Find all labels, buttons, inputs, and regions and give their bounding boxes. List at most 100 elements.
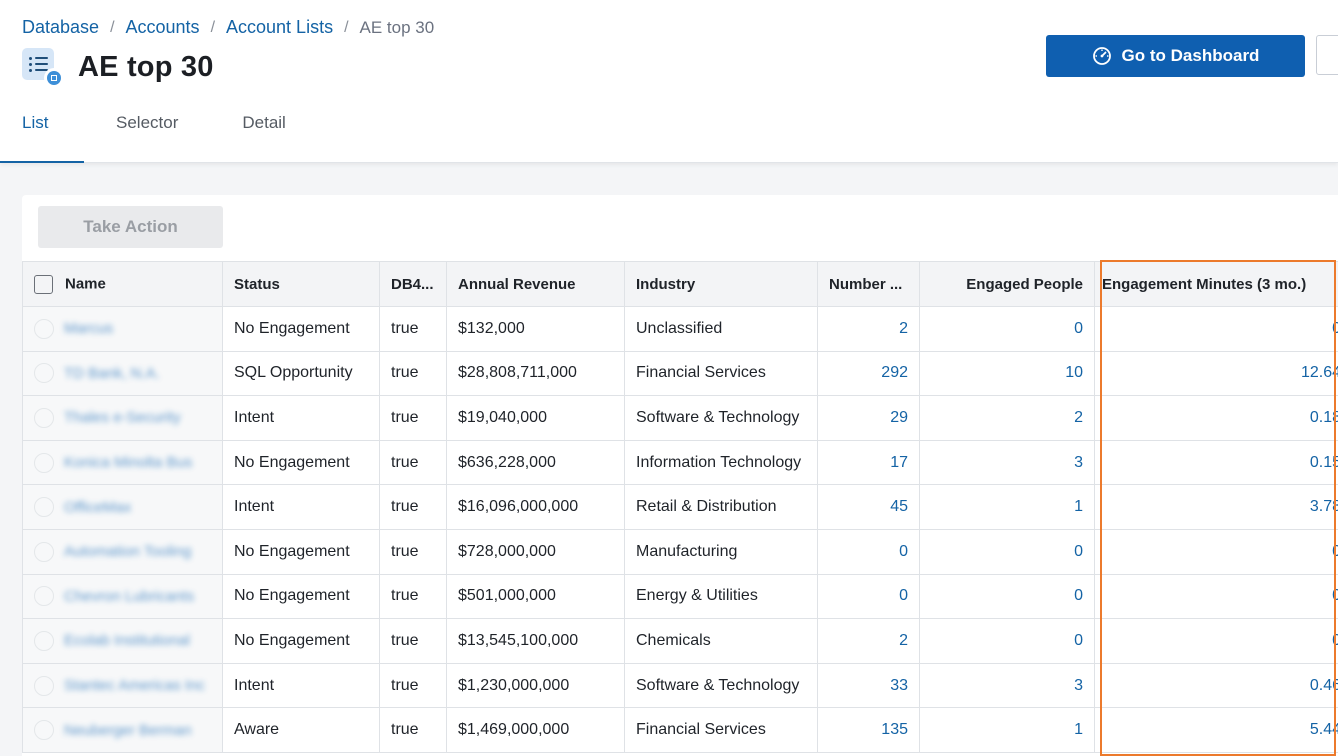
account-name-link[interactable]: Stantec Americas Inc bbox=[64, 677, 205, 695]
cell-engagement-minutes-link[interactable]: 12.64 bbox=[1094, 350, 1338, 397]
cell-engaged-people-link[interactable]: 0 bbox=[919, 618, 1095, 664]
select-all-checkbox[interactable] bbox=[34, 274, 53, 294]
row-checkbox[interactable] bbox=[34, 630, 54, 651]
row-checkbox[interactable] bbox=[34, 452, 54, 473]
cell-db4: true bbox=[379, 306, 447, 352]
table-row[interactable]: Automation Tooling No Engagement true $728,… bbox=[22, 528, 1338, 575]
column-header-industry[interactable]: Industry bbox=[624, 261, 818, 307]
cell-status: No Engagement bbox=[222, 573, 380, 620]
cell-number-link[interactable]: 45 bbox=[817, 484, 920, 530]
take-action-button[interactable]: Take Action bbox=[38, 206, 223, 248]
cell-number-link[interactable]: 29 bbox=[817, 395, 920, 441]
cell-db4: true bbox=[379, 528, 447, 575]
cell-status: Intent bbox=[222, 662, 380, 709]
go-to-dashboard-button[interactable]: Go to Dashboard bbox=[1046, 35, 1305, 77]
cell-db4: true bbox=[379, 662, 447, 709]
tab-list[interactable]: List bbox=[0, 100, 84, 163]
cell-annual-revenue: $636,228,000 bbox=[446, 439, 625, 486]
column-header-number[interactable]: Number ... bbox=[817, 261, 920, 307]
cell-name: OfficeMax bbox=[22, 484, 223, 530]
tab-selector[interactable]: Selector bbox=[116, 113, 179, 132]
cell-engaged-people-link[interactable]: 10 bbox=[919, 350, 1095, 397]
row-checkbox[interactable] bbox=[34, 586, 54, 607]
account-name-link[interactable]: OfficeMax bbox=[64, 498, 132, 516]
table-row[interactable]: Chevron Lubricants No Engagement true $501,… bbox=[22, 573, 1338, 620]
account-name-link[interactable]: Chevron Lubricants bbox=[64, 587, 195, 605]
row-checkbox[interactable] bbox=[34, 407, 54, 428]
cell-db4: true bbox=[379, 484, 447, 530]
cell-db4: true bbox=[379, 707, 447, 753]
cell-number-link[interactable]: 292 bbox=[817, 350, 920, 397]
cell-engagement-minutes-link[interactable]: 0.15 bbox=[1094, 439, 1338, 486]
account-name-link[interactable]: Thales e-Security bbox=[64, 409, 181, 427]
cell-engaged-people-link[interactable]: 2 bbox=[919, 395, 1095, 441]
cell-engagement-minutes-link[interactable]: 0 bbox=[1094, 573, 1338, 620]
column-header-db4[interactable]: DB4... bbox=[379, 261, 447, 307]
table-row[interactable]: Konica Minolta Bus No Engagement true $636,… bbox=[22, 439, 1338, 486]
cell-engaged-people-link[interactable]: 1 bbox=[919, 707, 1095, 753]
cell-industry: Financial Services bbox=[624, 707, 818, 753]
cell-engaged-people-link[interactable]: 0 bbox=[919, 528, 1095, 575]
cell-number-link[interactable]: 33 bbox=[817, 662, 920, 709]
table-header-row: Name Status DB4... Annual Revenue Indust… bbox=[22, 261, 1338, 307]
account-name-link[interactable]: TD Bank, N.A. bbox=[64, 364, 160, 382]
cell-number-link[interactable]: 135 bbox=[817, 707, 920, 753]
row-checkbox[interactable] bbox=[34, 497, 54, 518]
table-row[interactable]: Neuberger Berman Aware true $1,469,000,000 F… bbox=[22, 707, 1338, 753]
table-row[interactable]: OfficeMax Intent true $16,096,000,000 Retail… bbox=[22, 484, 1338, 530]
column-header-engaged-people[interactable]: Engaged People bbox=[919, 261, 1095, 307]
cell-db4: true bbox=[379, 439, 447, 486]
table-row[interactable]: Marcus No Engagement true $132,000 Unclassif… bbox=[22, 306, 1338, 352]
row-checkbox[interactable] bbox=[34, 363, 54, 384]
cell-number-link[interactable]: 0 bbox=[817, 573, 920, 620]
cell-engagement-minutes-link[interactable]: 0 bbox=[1094, 618, 1338, 664]
cell-engagement-minutes-link[interactable]: 5.44 bbox=[1094, 707, 1338, 753]
tab-detail[interactable]: Detail bbox=[242, 113, 286, 132]
row-checkbox[interactable] bbox=[34, 720, 54, 741]
account-name-link[interactable]: Neuberger Berman bbox=[64, 721, 192, 739]
cell-number-link[interactable]: 0 bbox=[817, 528, 920, 575]
page-title: AE top 30 bbox=[78, 50, 214, 83]
account-name-link[interactable]: Ecolab Institutional bbox=[64, 632, 190, 650]
account-name-link[interactable]: Automation Tooling bbox=[64, 543, 192, 561]
breadcrumb-separator: / bbox=[110, 18, 115, 36]
cell-engagement-minutes-link[interactable]: 0 bbox=[1094, 306, 1338, 352]
column-header-status[interactable]: Status bbox=[222, 261, 380, 307]
cell-name: Konica Minolta Bus bbox=[22, 439, 223, 486]
cell-engagement-minutes-link[interactable]: 0.46 bbox=[1094, 662, 1338, 709]
column-header-name[interactable]: Name bbox=[22, 261, 223, 307]
cell-engaged-people-link[interactable]: 0 bbox=[919, 306, 1095, 352]
breadcrumb-account-lists[interactable]: Account Lists bbox=[226, 17, 334, 37]
cell-status: No Engagement bbox=[222, 439, 380, 486]
cell-engagement-minutes-link[interactable]: 0 bbox=[1094, 528, 1338, 575]
cell-engagement-minutes-link[interactable]: 3.78 bbox=[1094, 484, 1338, 530]
table-row[interactable]: Thales e-Security Intent true $19,040,000 So… bbox=[22, 395, 1338, 441]
cell-status: Intent bbox=[222, 395, 380, 441]
cell-number-link[interactable]: 2 bbox=[817, 618, 920, 664]
row-checkbox[interactable] bbox=[34, 541, 54, 562]
breadcrumb-accounts[interactable]: Accounts bbox=[125, 17, 200, 37]
cell-name: TD Bank, N.A. bbox=[22, 350, 223, 397]
column-header-engagement-minutes[interactable]: Engagement Minutes (3 mo.) bbox=[1094, 261, 1338, 307]
gauge-icon bbox=[1092, 46, 1112, 66]
cell-number-link[interactable]: 2 bbox=[817, 306, 920, 352]
column-header-annual-revenue[interactable]: Annual Revenue bbox=[446, 261, 625, 307]
breadcrumb-database[interactable]: Database bbox=[22, 17, 100, 37]
cell-annual-revenue: $132,000 bbox=[446, 306, 625, 352]
more-actions-button[interactable] bbox=[1316, 35, 1338, 75]
row-checkbox[interactable] bbox=[34, 318, 54, 339]
cell-number-link[interactable]: 17 bbox=[817, 439, 920, 486]
table-row[interactable]: Stantec Americas Inc Intent true $1,230,000… bbox=[22, 662, 1338, 709]
cell-engagement-minutes-link[interactable]: 0.18 bbox=[1094, 395, 1338, 441]
cell-engaged-people-link[interactable]: 1 bbox=[919, 484, 1095, 530]
cell-engaged-people-link[interactable]: 3 bbox=[919, 439, 1095, 486]
cell-industry: Financial Services bbox=[624, 350, 818, 397]
cell-industry: Chemicals bbox=[624, 618, 818, 664]
row-checkbox[interactable] bbox=[34, 675, 54, 696]
table-row[interactable]: Ecolab Institutional No Engagement true $13… bbox=[22, 618, 1338, 664]
cell-engaged-people-link[interactable]: 0 bbox=[919, 573, 1095, 620]
cell-engaged-people-link[interactable]: 3 bbox=[919, 662, 1095, 709]
table-row[interactable]: TD Bank, N.A. SQL Opportunity true $28,808,… bbox=[22, 350, 1338, 397]
account-name-link[interactable]: Marcus bbox=[64, 320, 114, 338]
account-name-link[interactable]: Konica Minolta Bus bbox=[64, 454, 193, 472]
